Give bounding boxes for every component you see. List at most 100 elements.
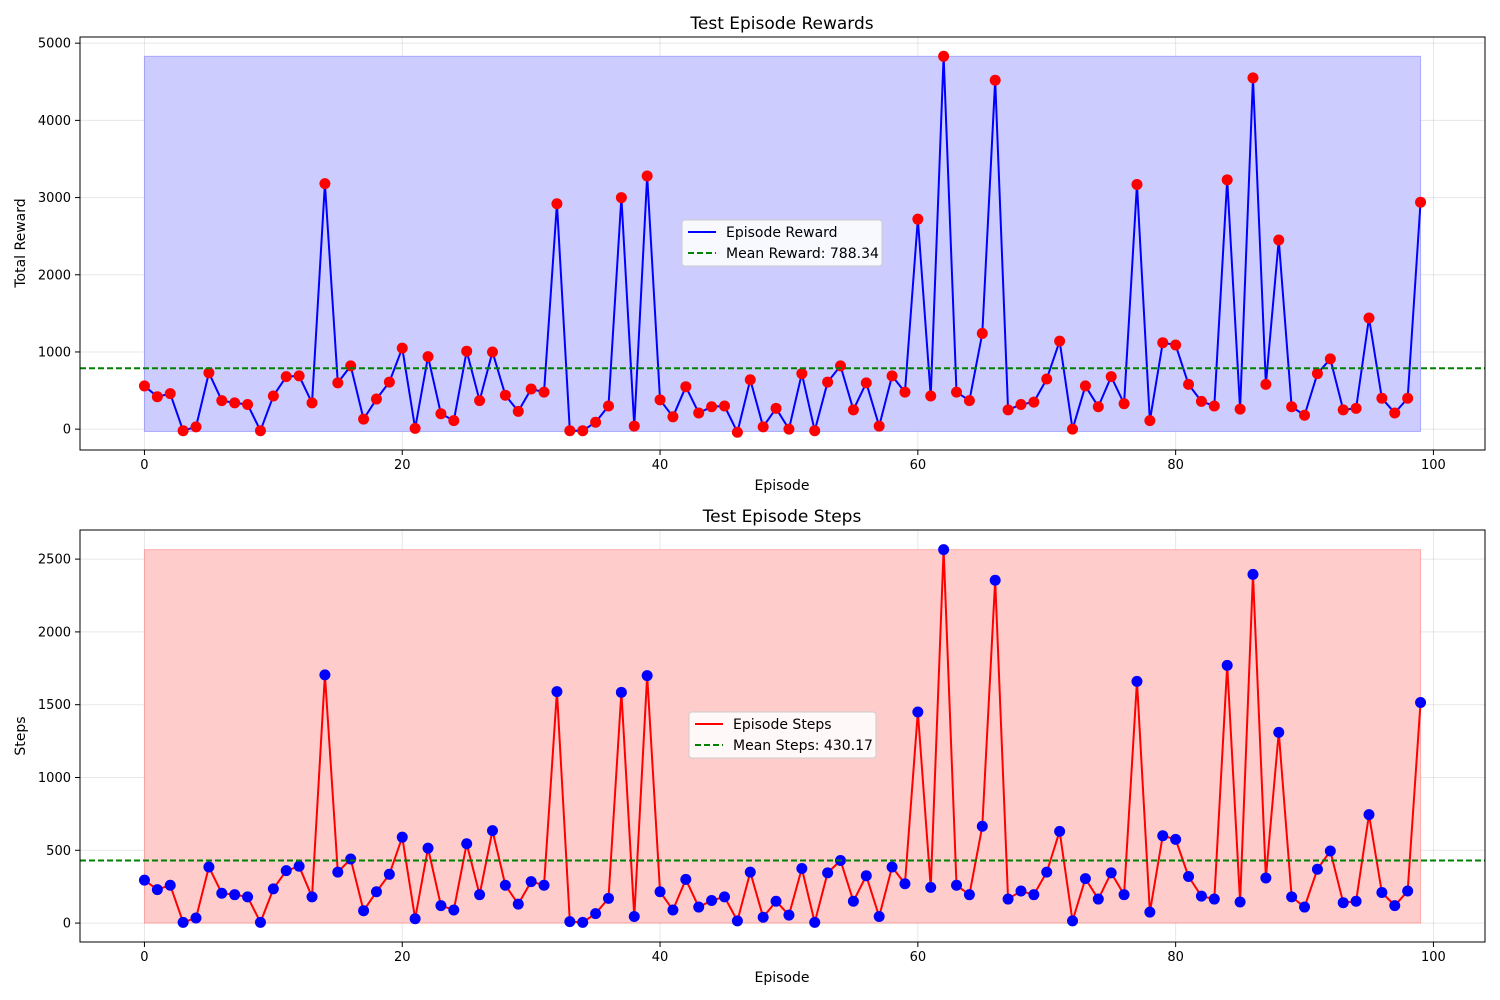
data-point bbox=[706, 401, 718, 413]
data-point bbox=[435, 900, 447, 912]
data-point bbox=[989, 574, 1001, 586]
data-point bbox=[332, 866, 344, 878]
data-point bbox=[1324, 353, 1336, 365]
y-tick-label: 2500 bbox=[38, 553, 71, 568]
data-point bbox=[345, 360, 357, 372]
data-point bbox=[1092, 893, 1104, 905]
data-point bbox=[306, 397, 318, 409]
data-point bbox=[564, 425, 576, 437]
data-point bbox=[1260, 378, 1272, 390]
data-point bbox=[602, 400, 614, 412]
data-point bbox=[177, 916, 189, 928]
data-point bbox=[151, 884, 163, 896]
data-point bbox=[1002, 893, 1014, 905]
data-point bbox=[860, 870, 872, 882]
data-point bbox=[1067, 423, 1079, 435]
data-point bbox=[370, 886, 382, 898]
data-point bbox=[319, 178, 331, 190]
data-point bbox=[1350, 895, 1362, 907]
data-point bbox=[138, 380, 150, 392]
data-point bbox=[770, 402, 782, 414]
data-point bbox=[216, 395, 228, 407]
data-point bbox=[1415, 697, 1427, 709]
series-line bbox=[143, 55, 1422, 434]
data-point bbox=[229, 889, 241, 901]
data-point bbox=[757, 421, 769, 433]
data-point bbox=[1028, 396, 1040, 408]
y-tick-label: 0 bbox=[63, 917, 71, 932]
legend-box bbox=[681, 219, 883, 267]
data-point bbox=[1415, 196, 1427, 208]
data-point bbox=[718, 891, 730, 903]
data-point bbox=[409, 422, 421, 434]
data-point bbox=[1015, 885, 1027, 897]
data-point bbox=[1389, 900, 1401, 912]
x-tick-label: 100 bbox=[1421, 950, 1446, 965]
data-point bbox=[1376, 887, 1388, 899]
data-point bbox=[641, 670, 653, 682]
data-point bbox=[783, 909, 795, 921]
data-point bbox=[383, 868, 395, 880]
data-point bbox=[1299, 409, 1311, 421]
x-axis-label: Episode bbox=[755, 970, 810, 986]
data-point bbox=[216, 887, 228, 899]
y-tick-label: 500 bbox=[46, 844, 71, 859]
x-tick-label: 40 bbox=[652, 950, 669, 965]
data-point bbox=[783, 423, 795, 435]
data-point bbox=[1170, 833, 1182, 845]
data-point bbox=[1195, 395, 1207, 407]
y-tick-label: 1000 bbox=[38, 345, 71, 360]
data-point bbox=[667, 411, 679, 423]
data-point bbox=[1376, 392, 1388, 404]
data-point bbox=[706, 895, 718, 907]
legend-series-label: Episode Reward bbox=[726, 225, 838, 241]
data-point bbox=[1041, 866, 1053, 878]
data-point bbox=[1092, 401, 1104, 413]
data-point bbox=[1131, 675, 1143, 687]
data-point bbox=[332, 377, 344, 389]
data-point bbox=[680, 381, 692, 393]
y-tick-label: 5000 bbox=[38, 37, 71, 52]
data-point bbox=[718, 400, 730, 412]
data-point bbox=[1247, 568, 1259, 580]
data-point bbox=[1067, 915, 1079, 927]
data-point bbox=[358, 905, 370, 917]
y-axis-label: Total Reward bbox=[13, 198, 29, 288]
data-point bbox=[1105, 867, 1117, 879]
data-point bbox=[925, 881, 937, 893]
data-point bbox=[1131, 178, 1143, 190]
data-point bbox=[951, 879, 963, 891]
data-point bbox=[486, 346, 498, 358]
data-point bbox=[938, 544, 950, 556]
series-line bbox=[143, 548, 1422, 924]
data-point bbox=[1234, 896, 1246, 908]
data-point bbox=[951, 386, 963, 398]
data-point bbox=[190, 912, 202, 924]
data-point bbox=[280, 371, 292, 383]
data-point bbox=[293, 370, 305, 382]
data-point bbox=[383, 376, 395, 388]
data-point bbox=[1299, 901, 1311, 913]
data-point bbox=[757, 911, 769, 923]
legend-series-label: Episode Steps bbox=[733, 717, 832, 733]
data-point bbox=[641, 170, 653, 182]
data-point bbox=[693, 901, 705, 913]
data-point bbox=[177, 425, 189, 437]
data-point bbox=[731, 915, 743, 927]
data-point bbox=[1337, 404, 1349, 416]
data-point bbox=[422, 842, 434, 854]
data-point bbox=[267, 883, 279, 895]
data-point bbox=[229, 397, 241, 409]
data-point bbox=[280, 865, 292, 877]
data-point bbox=[1208, 400, 1220, 412]
data-point bbox=[860, 377, 872, 389]
data-point bbox=[512, 898, 524, 910]
axes-frame bbox=[79, 36, 1486, 451]
data-point bbox=[822, 376, 834, 388]
data-point bbox=[847, 895, 859, 907]
data-point bbox=[1311, 368, 1323, 380]
data-point bbox=[602, 892, 614, 904]
data-point bbox=[680, 873, 692, 885]
data-point bbox=[1028, 889, 1040, 901]
data-point bbox=[551, 686, 563, 698]
